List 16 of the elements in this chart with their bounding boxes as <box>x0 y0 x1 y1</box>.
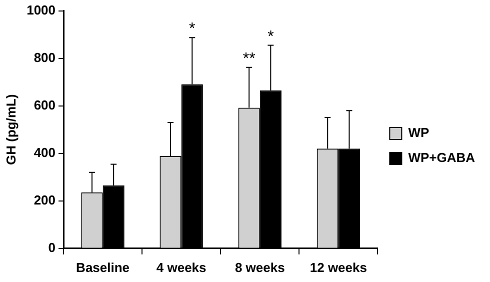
y-tick-label: 0 <box>48 240 56 255</box>
annotation: * <box>189 20 196 38</box>
y-tick-label: 600 <box>34 97 56 112</box>
y-tick-label: 400 <box>34 144 56 160</box>
y-tick-label: 800 <box>34 50 56 65</box>
y-tick-label: 200 <box>34 192 56 208</box>
x-tick-label: 12 weeks <box>310 260 367 275</box>
x-tick-label: 8 weeks <box>234 260 285 275</box>
legend-label: WP+GABA <box>408 150 476 166</box>
y-axis-title: GH (pg/mL) <box>3 94 18 165</box>
x-tick-label: 4 weeks <box>156 260 206 275</box>
x-tick-label: Baseline <box>76 260 130 275</box>
legend-label: WP <box>408 125 430 140</box>
y-tick-label: 1000 <box>26 2 56 18</box>
annotation: * <box>268 28 274 46</box>
annotation: ** <box>242 50 256 68</box>
